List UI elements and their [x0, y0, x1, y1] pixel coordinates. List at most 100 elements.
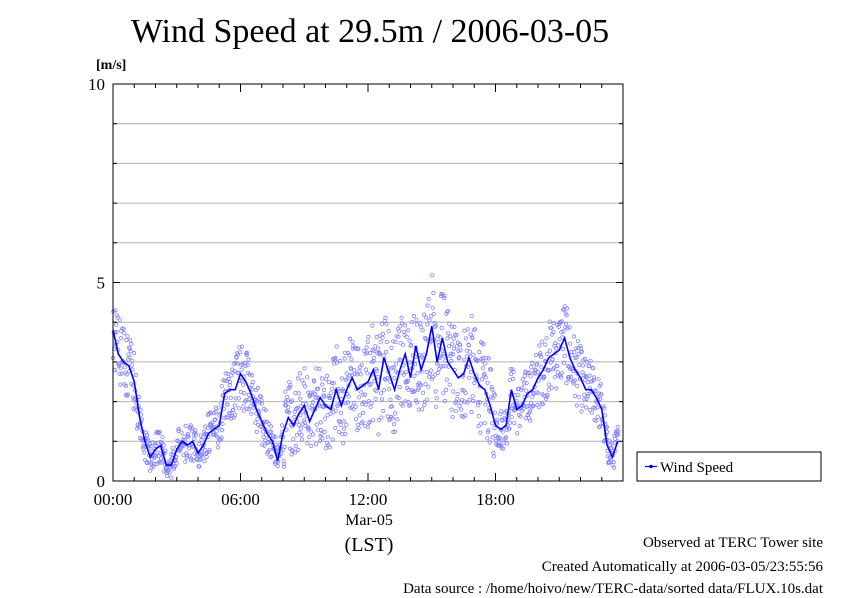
scatter-point — [133, 406, 138, 411]
scatter-point — [526, 403, 531, 409]
scatter-point — [379, 321, 384, 326]
scatter-point — [427, 318, 432, 323]
scatter-point — [563, 321, 569, 327]
scatter-point — [124, 337, 129, 343]
scatter-point — [158, 451, 163, 456]
scatter-point — [536, 405, 542, 410]
scatter-point — [336, 429, 342, 435]
scatter-point — [602, 406, 607, 411]
scatter-point — [192, 436, 197, 441]
scatter-point — [150, 440, 155, 445]
scatter-point — [562, 304, 568, 309]
scatter-point — [451, 336, 456, 341]
scatter-point — [183, 423, 188, 428]
scatter-point — [479, 377, 484, 382]
scatter-point — [316, 386, 321, 391]
scatter-point — [480, 365, 485, 370]
scatter-point — [415, 371, 420, 376]
scatter-point — [575, 338, 581, 344]
x-tick-label: 06:00 — [221, 490, 260, 509]
scatter-point — [129, 363, 134, 368]
scatter-point — [489, 387, 495, 392]
scatter-point — [395, 417, 400, 422]
scatter-point — [358, 372, 363, 377]
scatter-point — [404, 369, 409, 374]
scatter-point — [485, 436, 490, 441]
scatter-point — [530, 395, 535, 400]
scatter-point — [128, 349, 133, 354]
scatter-point — [592, 377, 597, 382]
scatter-point — [539, 365, 544, 370]
scatter-point — [118, 366, 123, 371]
scatter-point — [342, 350, 347, 355]
scatter-point — [301, 409, 306, 414]
scatter-point — [400, 403, 405, 408]
scatter-point — [504, 441, 509, 446]
scatter-point — [174, 461, 179, 466]
scatter-point — [314, 422, 319, 427]
scatter-point — [461, 357, 467, 362]
scatter-point — [575, 383, 580, 388]
scatter-point — [222, 378, 227, 383]
scatter-point — [528, 400, 534, 406]
scatter-point — [384, 321, 389, 327]
scatter-point — [114, 322, 119, 327]
scatter-point — [370, 323, 375, 328]
scatter-point — [349, 357, 354, 362]
scatter-point — [416, 387, 421, 392]
scatter-point — [315, 395, 320, 400]
scatter-point — [119, 371, 124, 376]
scatter-point — [245, 362, 250, 367]
footer-data-source: Data source : /home/hoivo/new/TERC-data/… — [403, 581, 823, 597]
scatter-point — [467, 375, 472, 380]
scatter-point — [158, 456, 164, 461]
scatter-point — [386, 387, 392, 392]
scatter-point — [225, 415, 230, 420]
scatter-point — [184, 451, 189, 456]
scatter-point — [152, 453, 157, 458]
scatter-point — [543, 342, 548, 347]
scatter-point — [559, 319, 564, 324]
scatter-point — [408, 402, 413, 408]
scatter-point — [547, 348, 553, 353]
scatter-point — [430, 375, 436, 380]
scatter-point — [533, 352, 539, 358]
scatter-point — [258, 424, 264, 430]
scatter-point — [286, 410, 291, 415]
scatter-point — [213, 417, 218, 422]
scatter-point — [334, 344, 339, 349]
scatter-point — [551, 365, 557, 371]
scatter-point — [289, 452, 294, 457]
scatter-point — [368, 404, 373, 409]
scatter-point — [182, 437, 187, 442]
scatter-point — [458, 348, 463, 353]
scatter-point — [298, 426, 303, 431]
scatter-point — [223, 371, 228, 376]
scatter-point — [235, 352, 241, 357]
scatter-point — [554, 386, 559, 391]
scatter-point — [364, 402, 369, 407]
scatter-point — [458, 342, 463, 347]
scatter-point — [185, 453, 190, 458]
scatter-point — [394, 361, 399, 366]
scatter-point — [186, 434, 191, 439]
scatter-point — [142, 450, 147, 455]
scatter-point — [567, 366, 573, 371]
scatter-point — [555, 370, 560, 375]
scatter-point — [491, 450, 496, 455]
scatter-point — [343, 400, 348, 406]
scatter-point — [144, 432, 150, 438]
scatter-point — [404, 334, 409, 339]
scatter-point — [232, 403, 237, 408]
y-tick-label: 10 — [88, 75, 105, 94]
scatter-point — [199, 437, 204, 443]
scatter-point — [310, 400, 315, 405]
scatter-point — [353, 416, 359, 422]
scatter-point — [545, 351, 550, 356]
scatter-point — [452, 324, 457, 330]
scatter-point — [340, 431, 345, 437]
scatter-point — [558, 320, 563, 325]
scatter-point — [211, 430, 216, 435]
scatter-point — [430, 305, 435, 310]
